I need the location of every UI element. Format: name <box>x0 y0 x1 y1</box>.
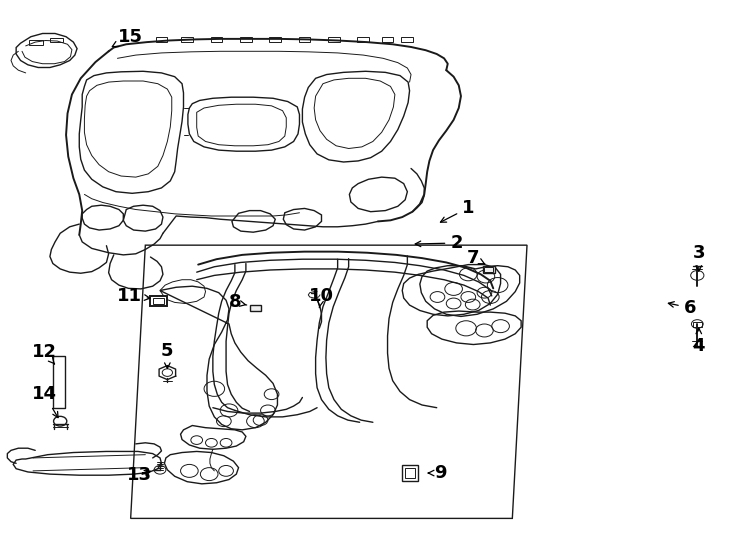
Bar <box>181 37 193 42</box>
Bar <box>483 266 495 273</box>
Text: 5: 5 <box>161 342 174 368</box>
Text: 12: 12 <box>32 343 57 364</box>
Text: 15: 15 <box>112 28 143 46</box>
Text: 3: 3 <box>692 244 705 271</box>
Text: 13: 13 <box>127 466 152 484</box>
Text: 6: 6 <box>669 299 697 317</box>
Text: 4: 4 <box>692 328 705 355</box>
Text: 7: 7 <box>467 249 485 267</box>
Bar <box>156 37 167 42</box>
Bar <box>401 37 413 42</box>
Bar <box>150 296 167 306</box>
Bar <box>382 37 393 42</box>
Bar <box>153 298 164 304</box>
Bar <box>269 37 281 42</box>
Bar <box>53 356 65 408</box>
Text: 8: 8 <box>228 293 247 312</box>
Text: 9: 9 <box>428 464 447 482</box>
Bar <box>328 37 340 42</box>
Bar <box>299 37 310 42</box>
Bar <box>50 38 63 42</box>
Bar <box>357 37 369 42</box>
Text: 14: 14 <box>32 385 58 417</box>
Text: 1: 1 <box>440 199 475 222</box>
Bar <box>405 468 415 478</box>
Text: 11: 11 <box>117 287 150 305</box>
Bar <box>402 465 418 481</box>
Bar <box>693 322 702 327</box>
Text: 10: 10 <box>309 287 334 308</box>
Bar <box>211 37 222 42</box>
Bar <box>250 305 261 310</box>
Bar <box>240 37 252 42</box>
Bar <box>484 267 493 272</box>
Bar <box>29 40 43 45</box>
Text: 2: 2 <box>415 234 463 252</box>
